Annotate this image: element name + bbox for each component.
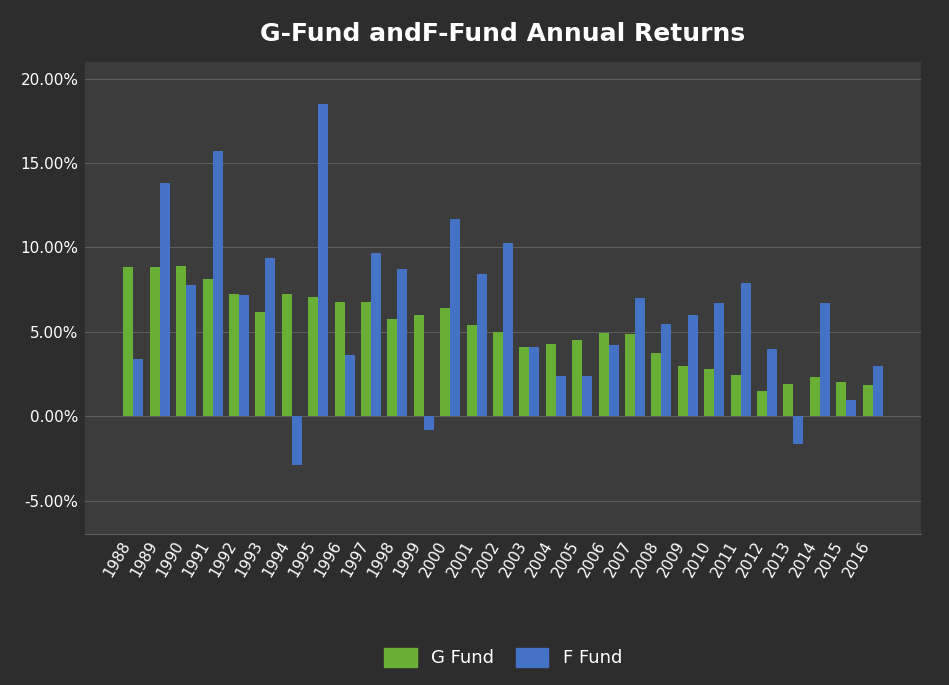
- Bar: [793, 416, 804, 445]
- Bar: [530, 347, 539, 416]
- Bar: [150, 267, 159, 416]
- Bar: [361, 302, 371, 416]
- Bar: [863, 386, 872, 416]
- Bar: [599, 333, 608, 416]
- Bar: [344, 355, 355, 416]
- Bar: [836, 382, 847, 416]
- Bar: [450, 219, 460, 416]
- Bar: [387, 319, 398, 416]
- Bar: [688, 315, 698, 416]
- Bar: [229, 294, 239, 416]
- Bar: [635, 298, 645, 416]
- Bar: [476, 274, 487, 416]
- Bar: [282, 295, 291, 416]
- Bar: [582, 375, 592, 416]
- Bar: [134, 359, 143, 416]
- Bar: [572, 340, 582, 416]
- Bar: [872, 366, 883, 416]
- Bar: [202, 279, 213, 416]
- Bar: [371, 253, 381, 416]
- Bar: [440, 308, 450, 416]
- Bar: [519, 347, 530, 416]
- Bar: [783, 384, 793, 416]
- Bar: [255, 312, 266, 416]
- Bar: [414, 315, 424, 416]
- Bar: [159, 184, 170, 416]
- Bar: [398, 269, 407, 416]
- Bar: [767, 349, 777, 416]
- Bar: [704, 369, 715, 416]
- Bar: [740, 283, 751, 416]
- Bar: [731, 375, 740, 416]
- Bar: [820, 303, 829, 416]
- Bar: [556, 377, 566, 416]
- Bar: [308, 297, 318, 416]
- Legend: G Fund, F Fund: G Fund, F Fund: [375, 639, 631, 677]
- Bar: [213, 151, 223, 416]
- Bar: [809, 377, 820, 416]
- Bar: [239, 295, 249, 416]
- Bar: [186, 286, 196, 416]
- Bar: [123, 267, 134, 416]
- Bar: [608, 345, 619, 416]
- Bar: [493, 332, 503, 416]
- Title: G-Fund andF-Fund Annual Returns: G-Fund andF-Fund Annual Returns: [260, 22, 746, 46]
- Bar: [661, 324, 671, 416]
- Bar: [424, 416, 434, 430]
- Bar: [335, 302, 344, 416]
- Bar: [291, 416, 302, 465]
- Bar: [625, 334, 635, 416]
- Bar: [651, 353, 661, 416]
- Bar: [678, 366, 688, 416]
- Bar: [467, 325, 476, 416]
- Bar: [503, 243, 513, 416]
- Bar: [715, 303, 724, 416]
- Bar: [546, 344, 556, 416]
- Bar: [177, 266, 186, 416]
- Bar: [847, 400, 856, 416]
- Bar: [266, 258, 275, 416]
- Bar: [318, 104, 328, 416]
- Bar: [757, 391, 767, 416]
